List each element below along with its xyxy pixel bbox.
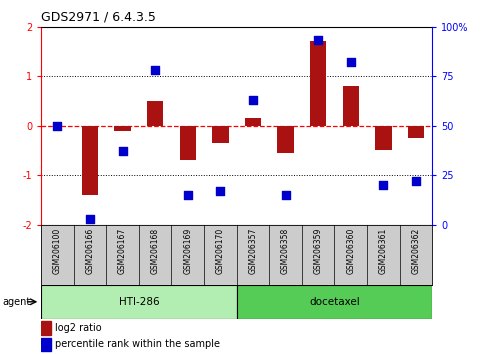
Bar <box>342 86 359 126</box>
Point <box>380 182 387 188</box>
Point <box>249 97 257 103</box>
Text: percentile rank within the sample: percentile rank within the sample <box>55 339 220 349</box>
Bar <box>375 126 392 150</box>
Bar <box>212 126 228 143</box>
Text: GSM206357: GSM206357 <box>248 228 257 274</box>
Point <box>412 178 420 184</box>
Text: GSM206170: GSM206170 <box>216 228 225 274</box>
Bar <box>180 126 196 160</box>
Bar <box>147 101 163 126</box>
Text: docetaxel: docetaxel <box>309 297 360 307</box>
Text: agent: agent <box>2 297 30 307</box>
Text: GSM206169: GSM206169 <box>183 228 192 274</box>
Text: GSM206168: GSM206168 <box>151 228 160 274</box>
Text: HTI-286: HTI-286 <box>118 297 159 307</box>
Bar <box>277 126 294 153</box>
Point <box>184 192 192 198</box>
Point <box>314 38 322 43</box>
Text: GSM206358: GSM206358 <box>281 228 290 274</box>
Text: GSM206360: GSM206360 <box>346 228 355 274</box>
Point <box>216 188 224 194</box>
Text: GSM206167: GSM206167 <box>118 228 127 274</box>
Point <box>151 67 159 73</box>
Bar <box>114 126 131 131</box>
Point <box>282 192 289 198</box>
Point <box>54 123 61 129</box>
Text: GSM206361: GSM206361 <box>379 228 388 274</box>
Text: GSM206362: GSM206362 <box>412 228 421 274</box>
Bar <box>41 321 51 335</box>
Bar <box>237 285 432 319</box>
Bar <box>408 126 424 138</box>
Text: GSM206166: GSM206166 <box>85 228 95 274</box>
Bar <box>82 126 98 195</box>
Bar <box>310 41 327 126</box>
Text: log2 ratio: log2 ratio <box>55 323 101 333</box>
Text: GSM206100: GSM206100 <box>53 228 62 274</box>
Point <box>347 59 355 65</box>
Bar <box>41 338 51 351</box>
Bar <box>41 285 237 319</box>
Bar <box>245 118 261 126</box>
Point <box>86 216 94 222</box>
Text: GSM206359: GSM206359 <box>313 228 323 274</box>
Text: GDS2971 / 6.4.3.5: GDS2971 / 6.4.3.5 <box>41 10 156 23</box>
Point <box>119 149 127 154</box>
